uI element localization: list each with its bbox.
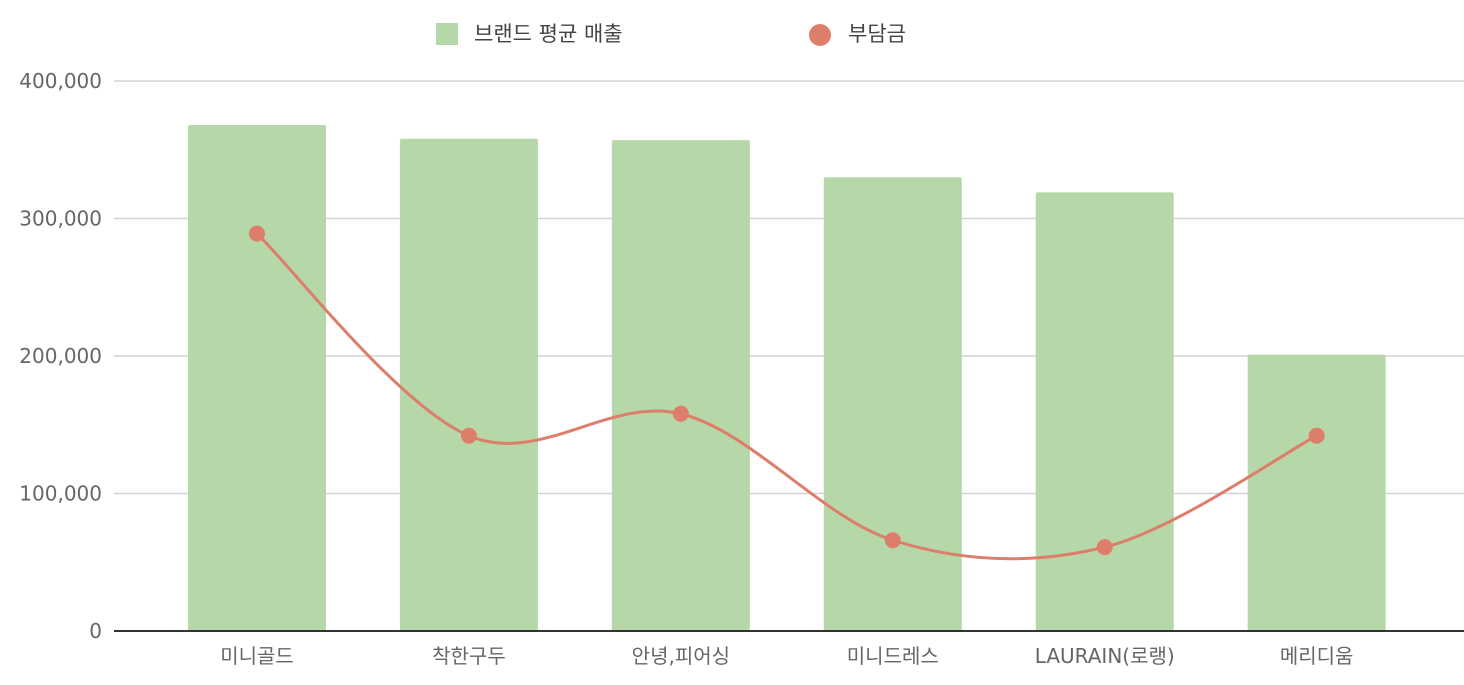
gridlines [114, 80, 1464, 495]
x-tick-label: LAURAIN(로랭) [1035, 644, 1175, 668]
line-point [1096, 539, 1113, 556]
line-point [460, 427, 477, 444]
bar [1247, 354, 1386, 631]
y-axis-tick-labels: 0 100,000 200,000 300,000 400,000 [19, 69, 102, 643]
x-tick-label: 미니드레스 [847, 644, 939, 668]
line-point [249, 225, 265, 242]
legend: 브랜드 평균 매출 부담금 [436, 22, 906, 46]
y-tick-label: 200,000 [19, 344, 102, 368]
y-tick-label: 100,000 [19, 482, 102, 506]
bar [399, 138, 538, 631]
y-tick-label: 400,000 [19, 69, 102, 93]
x-tick-label: 안녕,피어싱 [632, 644, 730, 668]
bar-series [188, 125, 1386, 631]
x-axis-tick-labels: 미니골드 착한구두 안녕,피어싱 미니드레스 LAURAIN(로랭) 메리디움 [220, 644, 1353, 668]
line-point [884, 532, 901, 549]
legend-swatch-bar [436, 23, 458, 45]
bar [823, 177, 962, 631]
bar [611, 140, 750, 631]
bar [188, 125, 326, 631]
x-tick-label: 메리디움 [1280, 644, 1354, 668]
y-tick-label: 300,000 [19, 207, 102, 231]
legend-label-line: 부담금 [848, 22, 906, 46]
x-tick-label: 미니골드 [220, 644, 294, 668]
bar [1035, 192, 1174, 631]
line-series-points [249, 225, 1325, 556]
legend-swatch-line [809, 24, 831, 46]
x-tick-label: 착한구두 [432, 644, 506, 668]
line-series-curve [255, 232, 1318, 561]
line-point [1308, 427, 1325, 444]
line-point [672, 405, 689, 422]
y-tick-label: 0 [89, 619, 102, 643]
legend-label-bar: 브랜드 평균 매출 [474, 22, 623, 46]
